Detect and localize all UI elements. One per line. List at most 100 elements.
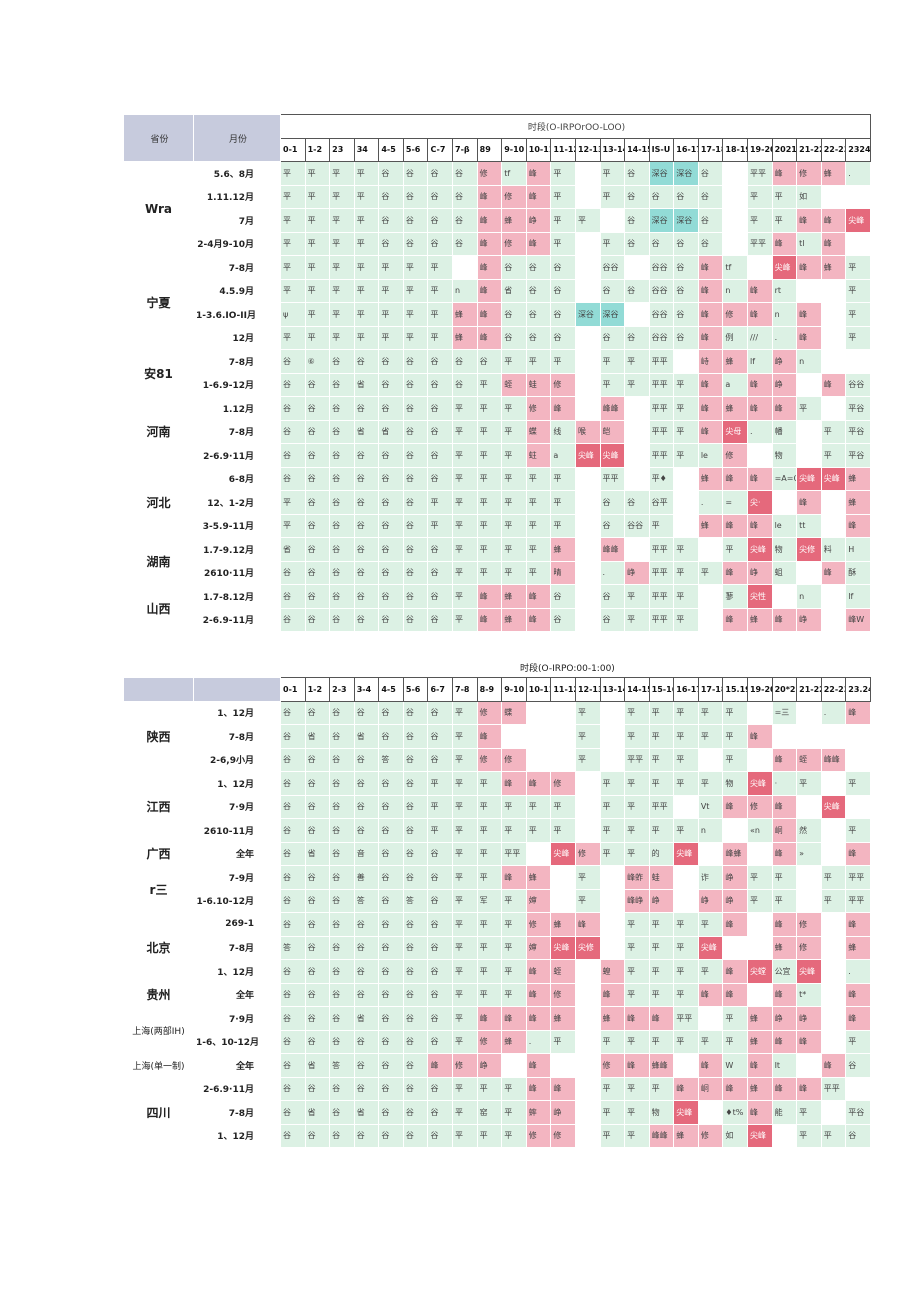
period-cell: . <box>599 560 626 585</box>
period-cell: 谷 <box>329 1006 355 1031</box>
period-cell: 峰 <box>845 513 872 538</box>
period-cell: 谷 <box>624 278 650 303</box>
period-cell: 平 <box>280 513 306 538</box>
period-cell: 峰 <box>697 325 724 350</box>
period-cell: 蜂 <box>845 490 872 515</box>
period-cell: 修 <box>796 912 822 937</box>
period-cell: 谷 <box>427 959 454 984</box>
period-cell: 平平 <box>648 584 675 609</box>
period-cell: 峰 <box>820 560 847 585</box>
period-cell: n <box>796 584 822 609</box>
period-cell: 省 <box>353 724 380 749</box>
period-cell: 峰W <box>845 607 872 632</box>
period-cell: 谷 <box>476 349 503 374</box>
period-cell <box>820 513 847 538</box>
period-cell: 谷平 <box>648 490 675 515</box>
period-cell: 谷 <box>427 443 454 468</box>
period-cell: 平 <box>452 818 478 843</box>
period-cell: 谷 <box>648 184 675 209</box>
period-cell <box>574 959 601 984</box>
period-cell: 峰 <box>476 184 503 209</box>
province-label: 湖南 <box>123 537 194 585</box>
month-label: 3-5.9-11月 <box>193 513 281 538</box>
hour-header: 89 <box>476 137 503 162</box>
period-cell: 峰 <box>845 1006 871 1031</box>
period-cell: 谷 <box>304 982 331 1007</box>
period-cell: 平 <box>329 278 355 303</box>
period-cell: 平 <box>746 184 773 209</box>
period-cell: 蝶 <box>501 700 527 725</box>
period-cell: 蜂 <box>501 208 527 233</box>
period-cell: 峰 <box>771 1076 798 1101</box>
period-cell: 平 <box>599 1123 626 1148</box>
period-cell: 蝶 <box>525 419 552 444</box>
period-cell: 谷 <box>329 959 355 984</box>
period-cell: 平 <box>402 302 429 327</box>
period-cell: 修 <box>722 302 748 327</box>
period-cell: 平 <box>402 278 429 303</box>
period-cell: 平 <box>624 1100 650 1125</box>
period-cell: 峰 <box>746 372 773 397</box>
hour-header: 21-22 <box>796 137 822 162</box>
period-cell: 平 <box>476 372 503 397</box>
period-cell: 峰 <box>525 607 552 632</box>
period-cell <box>845 747 871 772</box>
period-cell: 峰 <box>796 490 822 515</box>
period-cell: 谷 <box>697 161 724 186</box>
period-cell: 平 <box>574 888 601 913</box>
hour-header: C-7 <box>427 137 454 162</box>
hour-header: 17-18 <box>697 677 724 702</box>
period-cell <box>550 888 576 913</box>
period-cell <box>574 396 601 421</box>
period-cell <box>796 888 822 913</box>
table-row: 2610-11月谷谷谷谷谷谷平平平平平平平平平平 n «n 峒然平 <box>124 818 871 843</box>
period-cell: 平 <box>353 161 380 186</box>
period-cell: 平 <box>476 419 503 444</box>
period-cell: 峰 <box>697 396 724 421</box>
hour-header: 9-10 <box>501 137 527 162</box>
period-cell: 平 <box>476 982 503 1007</box>
period-cell: . <box>820 700 847 725</box>
period-cell: 然 <box>796 818 822 843</box>
hour-header: 15.19 <box>722 677 748 702</box>
period-cell: 谷 <box>329 1100 355 1125</box>
period-cell <box>574 466 601 491</box>
period-cell: 谷 <box>304 396 331 421</box>
period-cell: 平 <box>722 1006 748 1031</box>
period-cell <box>574 513 601 538</box>
period-cell: 峰 <box>746 1100 773 1125</box>
period-cell: 平 <box>452 513 478 538</box>
table-row: 2-6.9-11月谷谷谷谷谷谷谷平峰蜂峰谷谷平平平平峰蜂峰峥峰W <box>124 607 872 632</box>
period-cell <box>599 935 626 960</box>
table-row: 1、12月谷谷谷谷谷谷谷平平平修修平平峰峰蜂修如尖峰平平谷 <box>124 1123 871 1148</box>
period-cell: 修 <box>550 1123 576 1148</box>
period-cell: 平 <box>796 1123 822 1148</box>
period-cell: 谷 <box>280 443 306 468</box>
period-cell: 平 <box>329 184 355 209</box>
period-cell: . <box>845 959 871 984</box>
period-cell: 平 <box>501 1123 527 1148</box>
period-cell: 平 <box>501 490 527 515</box>
period-cell <box>796 560 822 585</box>
period-cell: 谷 <box>280 584 306 609</box>
period-cell: 谷 <box>599 325 626 350</box>
period-cell <box>796 419 822 444</box>
period-cell <box>845 184 872 209</box>
period-cell: 谷 <box>280 1076 306 1101</box>
period-cell: 平 <box>845 818 871 843</box>
period-cell <box>574 372 601 397</box>
period-cell: 平平 <box>648 607 675 632</box>
period-cell: 峥 <box>771 372 798 397</box>
period-cell: 尖峰 <box>796 959 822 984</box>
period-cell: 谷 <box>353 818 380 843</box>
month-label: 1、12月 <box>193 959 281 984</box>
period-cell: 平 <box>673 560 699 585</box>
period-cell: 峰 <box>574 912 601 937</box>
period-cell: 平 <box>378 255 404 280</box>
period-cell: 谷 <box>353 794 380 819</box>
period-cell <box>673 513 699 538</box>
period-cell: 峰 <box>796 302 822 327</box>
period-cell: 谷 <box>280 747 306 772</box>
period-cell: 谷 <box>402 231 429 256</box>
period-cell: 谷 <box>304 607 331 632</box>
